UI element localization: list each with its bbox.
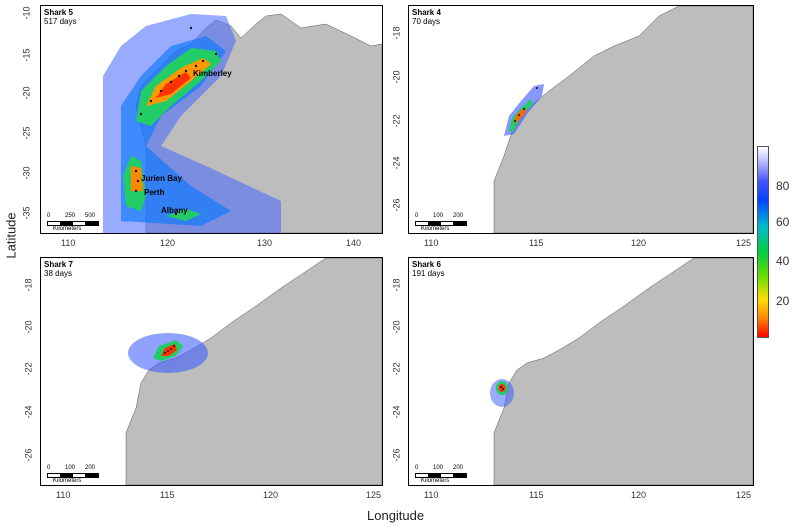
density-core-south bbox=[131, 166, 143, 191]
scale-label: 0 bbox=[47, 213, 51, 219]
y-tick: -24 bbox=[391, 405, 402, 419]
scale-label: 0 bbox=[47, 465, 51, 471]
y-tick: -20 bbox=[391, 70, 402, 84]
city-label-kimberley: Kimberley bbox=[193, 69, 232, 78]
legend-tick: 60 bbox=[776, 215, 790, 229]
legend-tick: 40 bbox=[776, 254, 790, 268]
scale-unit: Kilometers bbox=[53, 478, 82, 484]
panel-days: 191 days bbox=[412, 269, 445, 278]
y-tick: -20 bbox=[21, 86, 32, 100]
scale-label: 100 bbox=[433, 465, 444, 471]
panel-title: Shark 4 bbox=[412, 8, 441, 17]
y-tick: -26 bbox=[391, 198, 402, 212]
x-axis-title: Longitude bbox=[367, 508, 425, 523]
y-axis-title: Latitude bbox=[3, 212, 19, 259]
land-australia bbox=[493, 6, 753, 233]
map-shark4 bbox=[493, 6, 753, 233]
scale-label: 200 bbox=[453, 213, 464, 219]
city-label-jurien-bay: Jurien Bay bbox=[141, 174, 182, 183]
x-tick: 110 bbox=[61, 238, 76, 248]
scale-bar: 0 100 200 Kilometers bbox=[415, 465, 475, 484]
x-tick: 115 bbox=[160, 490, 175, 500]
scale-unit: Kilometers bbox=[421, 226, 450, 232]
y-tick: -22 bbox=[391, 362, 402, 376]
x-tick: 110 bbox=[424, 238, 439, 248]
panel-days: 70 days bbox=[412, 17, 441, 26]
city-label-albany: Albany bbox=[161, 206, 188, 215]
map-shark7 bbox=[125, 258, 382, 485]
scale-bar: 0 100 200 Kilometers bbox=[415, 213, 475, 232]
y-tick: -26 bbox=[391, 448, 402, 462]
scale-unit: Kilometers bbox=[421, 478, 450, 484]
scale-label: 0 bbox=[415, 465, 419, 471]
panel-title-shark5: Shark 5 517 days bbox=[44, 8, 76, 26]
density-core bbox=[498, 384, 506, 392]
map-panel-shark5: Shark 5 517 days Kimberley Jurien Bay Pe… bbox=[40, 5, 383, 234]
x-tick: 110 bbox=[424, 490, 439, 500]
y-tick: -18 bbox=[23, 278, 34, 292]
x-tick: 120 bbox=[631, 490, 647, 500]
y-tick: -24 bbox=[23, 405, 34, 419]
scale-label: 100 bbox=[65, 465, 76, 471]
y-tick: -15 bbox=[21, 48, 32, 62]
x-tick: 130 bbox=[257, 238, 273, 248]
x-tick: 140 bbox=[346, 238, 362, 248]
panel-title: Shark 6 bbox=[412, 260, 441, 269]
panel-title: Shark 7 bbox=[44, 260, 73, 269]
track-points bbox=[164, 345, 175, 354]
panel-title-shark4: Shark 4 70 days bbox=[412, 8, 441, 26]
y-tick: -26 bbox=[23, 448, 34, 462]
x-tick: 115 bbox=[529, 490, 544, 500]
y-tick: -20 bbox=[23, 320, 34, 334]
y-tick: -18 bbox=[391, 278, 402, 292]
y-tick: -18 bbox=[391, 26, 402, 40]
color-legend-bar bbox=[757, 146, 769, 338]
map-shark6 bbox=[490, 258, 753, 485]
x-tick: 120 bbox=[263, 490, 279, 500]
scale-label: 200 bbox=[85, 465, 96, 471]
panel-days: 517 days bbox=[44, 17, 77, 26]
map-panel-shark6: Shark 6 191 days 0 100 200 Kilometers bbox=[408, 257, 754, 486]
panel-title-shark6: Shark 6 191 days bbox=[412, 260, 444, 278]
scale-bar: 0 100 200 Kilometers bbox=[47, 465, 107, 484]
panel-days: 38 days bbox=[44, 269, 73, 278]
y-tick: -25 bbox=[21, 126, 32, 140]
legend-tick: 80 bbox=[776, 179, 790, 193]
panel-title-shark7: Shark 7 38 days bbox=[44, 260, 73, 278]
track-points bbox=[514, 87, 538, 122]
y-tick: -10 bbox=[21, 6, 32, 20]
y-tick: -22 bbox=[391, 114, 402, 128]
scale-label: 250 bbox=[65, 213, 76, 219]
x-tick: 120 bbox=[160, 238, 176, 248]
track-points bbox=[134, 26, 218, 216]
scale-unit: Kilometers bbox=[53, 226, 82, 232]
track-points bbox=[500, 386, 504, 390]
scale-label: 100 bbox=[433, 213, 444, 219]
x-tick: 125 bbox=[366, 490, 382, 500]
scale-bar: 0 250 500 Kilometers bbox=[47, 213, 107, 232]
land-australia bbox=[125, 258, 382, 485]
map-shark5 bbox=[103, 13, 382, 233]
x-tick: 115 bbox=[529, 238, 544, 248]
y-tick: -35 bbox=[21, 206, 32, 220]
density-red-north bbox=[156, 72, 191, 98]
map-panel-shark4: Shark 4 70 days 0 100 200 Kilometers bbox=[408, 5, 754, 234]
x-tick: 125 bbox=[736, 238, 752, 248]
land-australia bbox=[493, 258, 753, 485]
y-tick: -20 bbox=[391, 320, 402, 334]
x-tick: 120 bbox=[631, 238, 647, 248]
scale-label: 200 bbox=[453, 465, 464, 471]
panel-title: Shark 5 bbox=[44, 8, 73, 17]
scale-label: 500 bbox=[85, 213, 96, 219]
x-tick: 110 bbox=[56, 490, 71, 500]
scale-label: 0 bbox=[415, 213, 419, 219]
city-label-perth: Perth bbox=[144, 188, 165, 197]
y-tick: -24 bbox=[391, 156, 402, 170]
map-panel-shark7: Shark 7 38 days 0 100 200 Kilometers bbox=[40, 257, 383, 486]
legend-tick: 20 bbox=[776, 294, 790, 308]
y-tick: -30 bbox=[21, 166, 32, 180]
y-tick: -22 bbox=[23, 362, 34, 376]
x-tick: 125 bbox=[736, 490, 752, 500]
density-albany bbox=[166, 209, 201, 221]
